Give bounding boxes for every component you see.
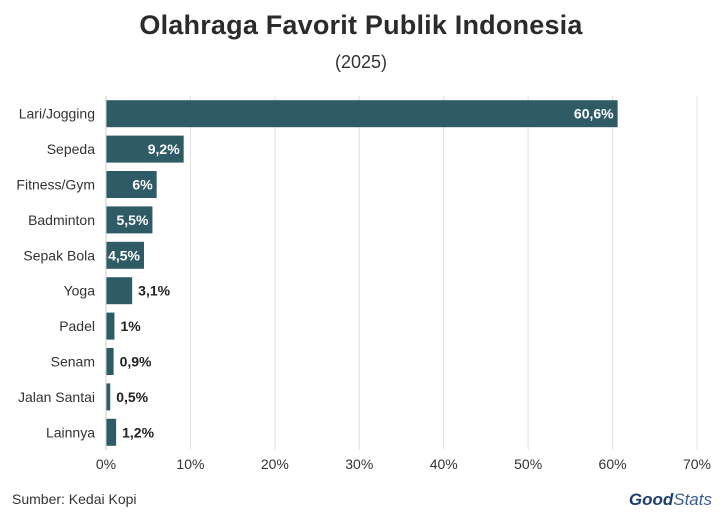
bar	[106, 348, 114, 375]
goodstats-logo: GoodStats	[629, 490, 712, 510]
chart-title: Olahraga Favorit Publik Indonesia	[139, 10, 583, 40]
x-tick-label: 20%	[261, 456, 289, 472]
category-label: Padel	[59, 318, 95, 334]
x-tick-label: 60%	[599, 456, 627, 472]
category-label: Senam	[51, 354, 95, 370]
x-tick-label: 10%	[176, 456, 204, 472]
bar	[106, 206, 153, 234]
value-label: 4,5%	[108, 247, 140, 263]
value-label: 3,1%	[138, 283, 170, 299]
bar	[106, 277, 133, 305]
bar	[106, 383, 111, 411]
category-label: Sepak Bola	[23, 247, 95, 263]
value-label: 5,5%	[117, 212, 149, 228]
category-label: Badminton	[28, 212, 95, 228]
bar	[106, 100, 618, 128]
value-label: 0,9%	[120, 354, 152, 370]
category-label: Fitness/Gym	[16, 177, 95, 193]
x-tick-label: 50%	[514, 456, 542, 472]
value-label: 9,2%	[148, 141, 180, 157]
category-label: Lainnya	[46, 424, 95, 440]
category-label: Lari/Jogging	[19, 106, 95, 122]
category-label: Yoga	[64, 283, 96, 299]
value-label: 0,5%	[116, 389, 148, 405]
chart-subtitle: (2025)	[334, 52, 388, 72]
source-note: Sumber: Kedai Kopi	[12, 491, 137, 507]
value-label: 1,2%	[122, 424, 154, 440]
bar	[106, 135, 184, 163]
value-label: 60,6%	[574, 106, 614, 122]
x-tick-label: 30%	[345, 456, 373, 472]
category-label: Jalan Santai	[18, 389, 95, 405]
bar	[106, 171, 157, 198]
logo-text-stats: Stats	[673, 490, 712, 509]
category-label: Sepeda	[47, 141, 95, 157]
x-tick-label: 40%	[430, 456, 458, 472]
x-tick-label: 70%	[683, 456, 711, 472]
bar	[106, 241, 144, 269]
logo-text-good: Good	[628, 490, 674, 509]
value-label: 1%	[120, 318, 141, 334]
x-tick-label: 0%	[96, 456, 116, 472]
bar	[106, 312, 115, 340]
value-label: 6%	[132, 177, 153, 193]
bar	[106, 418, 117, 446]
